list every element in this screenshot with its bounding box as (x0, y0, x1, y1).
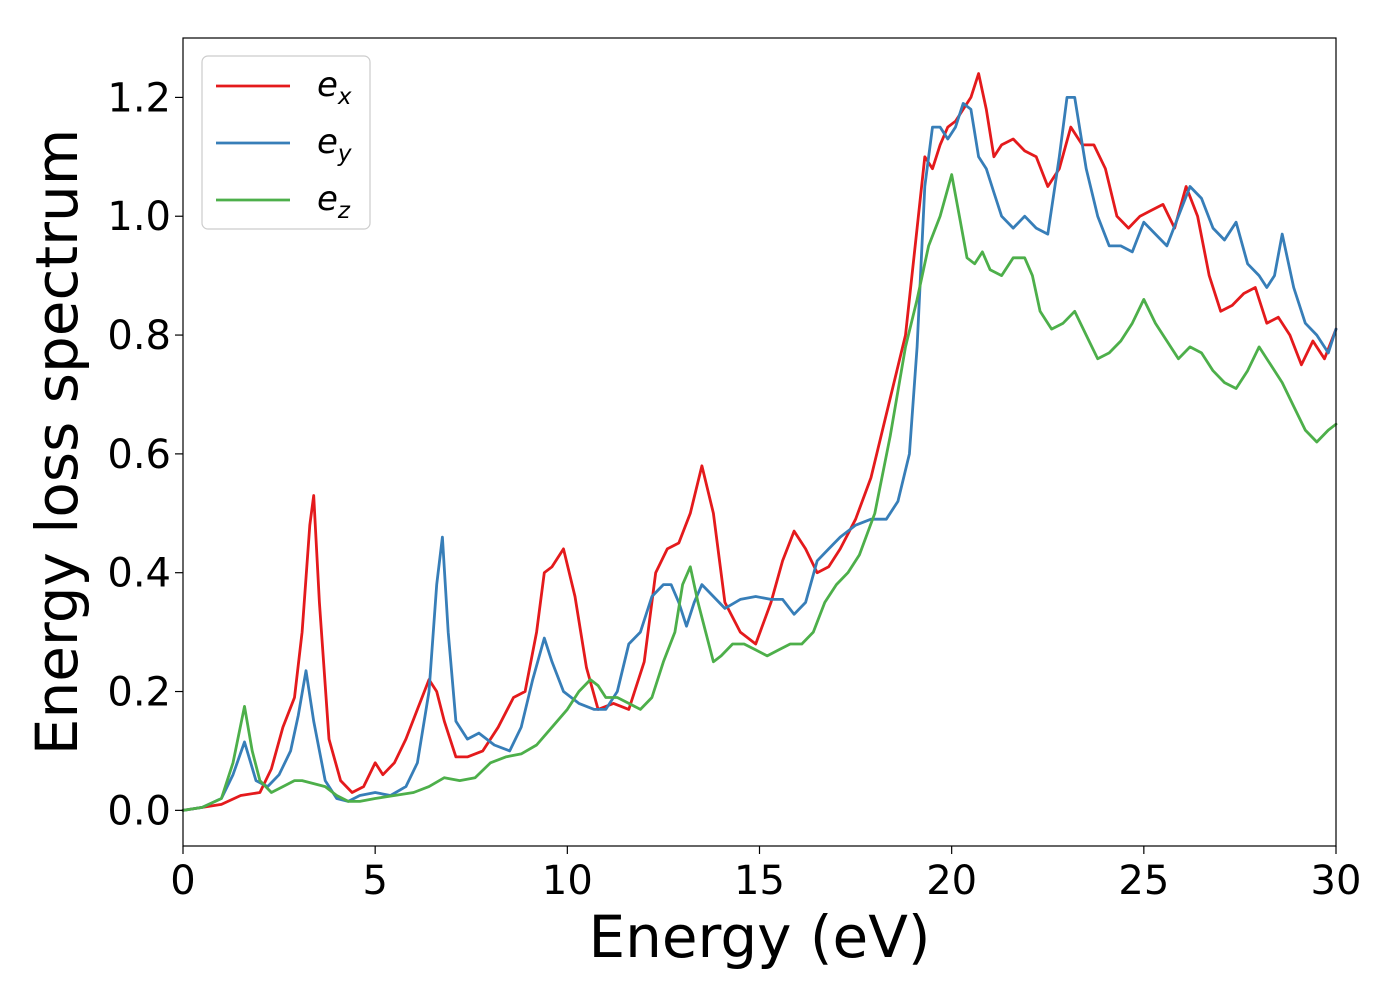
legend-label-subscript: x (337, 84, 352, 110)
ticks-layer: 0 5 10 15 20 25 30 0.0 0.2 0.4 0.6 0.8 1.0 1.2 (107, 75, 1361, 904)
y-tick-label: 0.8 (107, 313, 171, 359)
series-layer (181, 72, 1338, 812)
x-tick-label: 15 (734, 858, 785, 904)
legend-label-subscript: y (337, 141, 352, 167)
legend-label-base: e (317, 179, 338, 219)
series-line-z (181, 173, 1338, 812)
y-tick-label: 0.2 (107, 670, 171, 716)
legend-label-x: ex (317, 65, 352, 110)
legend-label-y: ey (317, 122, 352, 167)
legend-label-base: e (317, 122, 338, 162)
x-tick-label: 25 (1118, 858, 1169, 904)
series-line-x (181, 72, 1338, 812)
y-tick-label: 1.2 (107, 75, 171, 121)
y-axis-title: Energy loss spectrum (23, 129, 91, 755)
x-tick-label: 20 (926, 858, 977, 904)
x-tick-label: 30 (1311, 858, 1362, 904)
legend-label-base: e (317, 65, 338, 105)
y-tick-label: 0.6 (107, 432, 171, 478)
y-tick-label: 0.0 (107, 788, 171, 834)
x-tick-label: 5 (362, 858, 387, 904)
y-tick-label: 1.0 (107, 194, 171, 240)
x-tick-label: 10 (542, 858, 593, 904)
x-tick-label: 0 (170, 858, 195, 904)
y-tick-label: 0.4 (107, 551, 171, 597)
legend-label-z: ez (317, 179, 351, 224)
legend-label-subscript: z (337, 198, 351, 224)
series-line-y (181, 96, 1338, 812)
x-axis-title: Energy (eV) (588, 903, 930, 971)
